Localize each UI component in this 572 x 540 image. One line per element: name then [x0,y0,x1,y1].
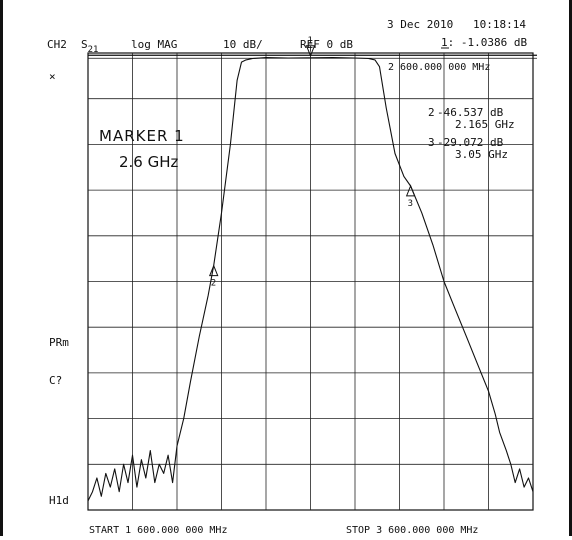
graticule [87,52,537,511]
trace-plot: CH2 S21 log MAG 10 dB/ REF 0 dB 3 Dec 20… [47,18,537,536]
marker-frequency-readout: 2.6 GHz [119,153,179,171]
channel-label: CH2 [47,38,67,51]
marker-2-label: 2 [211,279,216,289]
date-label: 3 Dec 2010 [387,18,453,31]
active-marker-value: 1: -1.0386 dB [441,36,527,49]
correction-annotation: C? [49,374,62,387]
marker-2-frequency: 2.165 GHz [455,118,515,131]
marker-3-frequency: 3.05 GHz [455,148,508,161]
marker-3-symbol [405,184,416,197]
time-label: 10:18:14 [473,18,526,31]
parameter-label: S21 [81,38,98,55]
marker-3-id: 3 [428,136,435,149]
hold-annotation: H1d [49,494,69,507]
marker-1-label: 1 [308,36,313,46]
marker-3-value: -29.072 dB [437,136,504,149]
trace-layer [87,57,534,502]
marker-title: MARKER 1 [99,127,185,145]
marker-3-label: 3 [408,199,413,209]
marker-layer: 1 2 3 [208,36,416,289]
scale-label: 10 dB/ [223,38,263,51]
marker-2-id: 2 [428,106,435,119]
trace-line [87,57,534,502]
marker-2-value: -46.537 dB [437,106,504,119]
sweep-star-annotation: × [49,70,56,83]
stop-frequency: STOP 3 600.000 000 MHz [346,525,478,536]
start-frequency: START 1 600.000 000 MHz [89,525,227,536]
prm-annotation: PRm [49,336,69,349]
format-label: log MAG [131,38,177,51]
marker-2-symbol [208,264,219,277]
active-marker-frequency: 2 600.000 000 MHz [388,62,490,73]
